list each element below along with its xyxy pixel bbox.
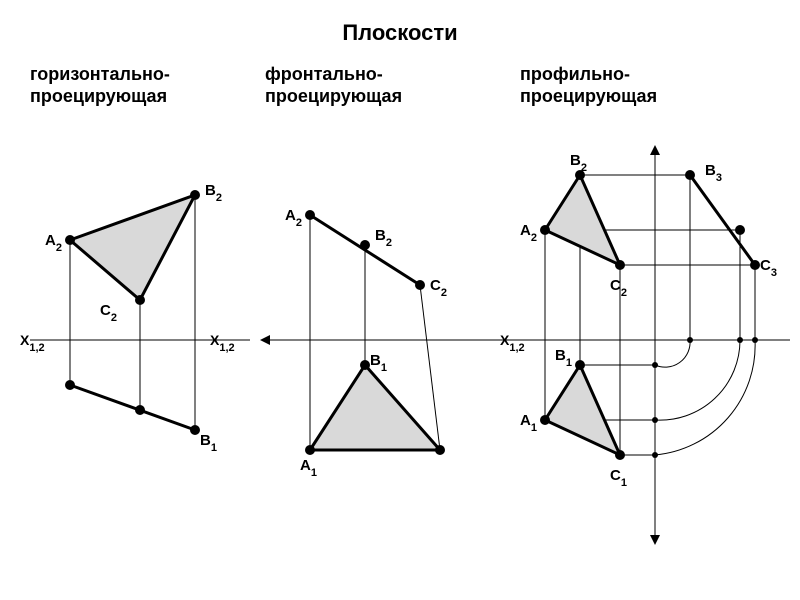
svg-text:A1: A1 xyxy=(520,412,537,434)
svg-text:B2: B2 xyxy=(375,227,392,249)
svg-text:проецирующая: проецирующая xyxy=(30,86,167,106)
svg-text:профильно-: профильно- xyxy=(520,64,630,84)
svg-text:A2: A2 xyxy=(285,207,302,229)
svg-text:B1: B1 xyxy=(200,432,217,454)
svg-text:B1: B1 xyxy=(555,347,572,369)
svg-text:фронтально-: фронтально- xyxy=(265,64,383,84)
svg-text:C2: C2 xyxy=(100,302,117,324)
svg-text:горизонтально-: горизонтально- xyxy=(30,64,170,84)
svg-text:X1,2: X1,2 xyxy=(20,332,45,354)
svg-text:B2: B2 xyxy=(205,182,222,204)
svg-text:C3: C3 xyxy=(760,257,777,279)
svg-text:C1: C1 xyxy=(610,467,627,489)
svg-text:A2: A2 xyxy=(520,222,537,244)
svg-text:X1,2: X1,2 xyxy=(210,332,235,354)
svg-text:B3: B3 xyxy=(705,162,722,184)
svg-text:C2: C2 xyxy=(610,277,627,299)
svg-text:A2: A2 xyxy=(45,232,62,254)
svg-text:проецирующая: проецирующая xyxy=(265,86,402,106)
svg-text:A1: A1 xyxy=(300,457,317,479)
svg-text:C2: C2 xyxy=(430,277,447,299)
svg-text:X1,2: X1,2 xyxy=(500,332,525,354)
svg-text:проецирующая: проецирующая xyxy=(520,86,657,106)
svg-text:Плоскости: Плоскости xyxy=(342,20,457,45)
svg-text:B1: B1 xyxy=(370,352,387,374)
